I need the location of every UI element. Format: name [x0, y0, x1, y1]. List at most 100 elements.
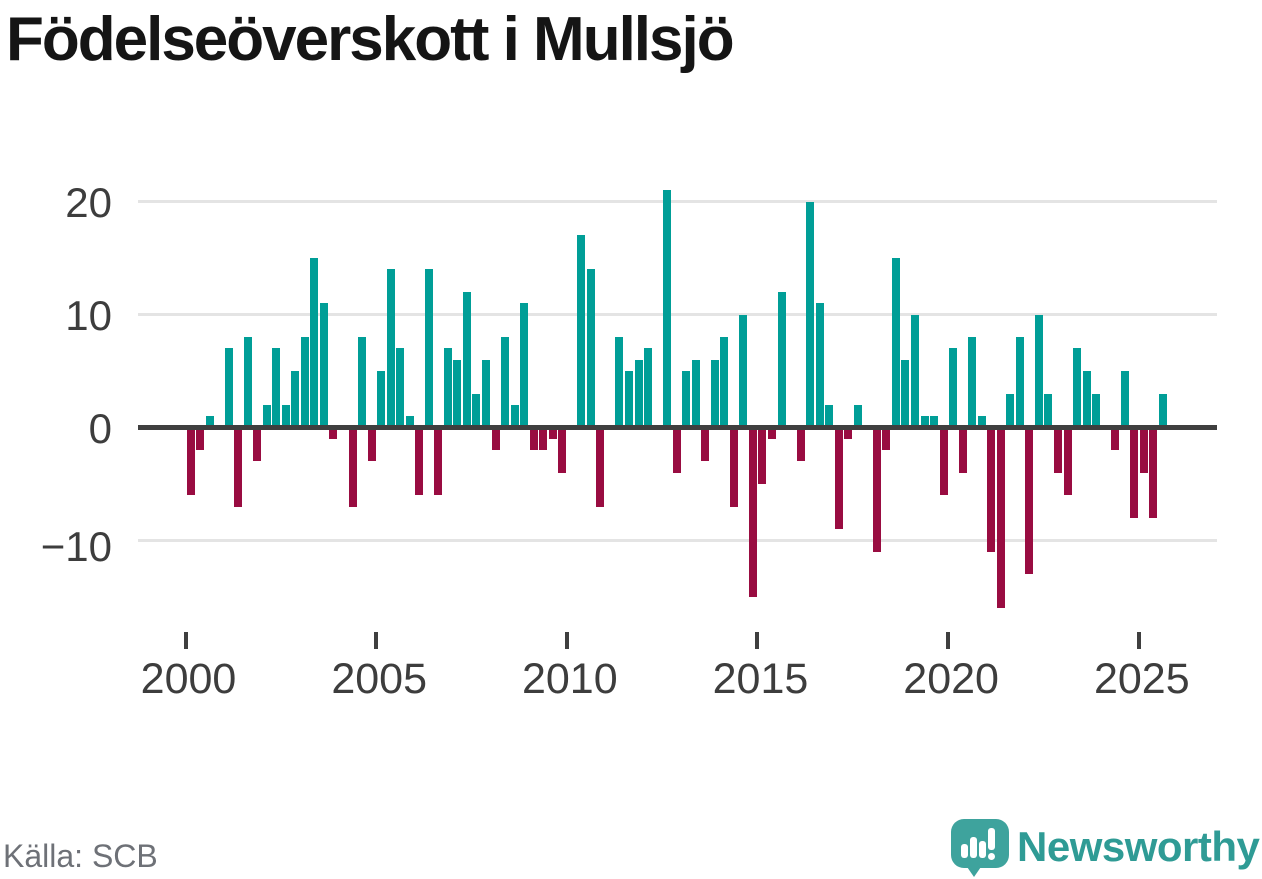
- bar-2010-q4: [596, 427, 605, 507]
- x-axis-label-2010: 2010: [521, 655, 618, 703]
- bar-2018-q2: [882, 427, 891, 451]
- x-axis-label-2015: 2015: [712, 655, 809, 703]
- bar-2021-q4: [1015, 337, 1024, 428]
- bar-2009-q4: [558, 427, 567, 473]
- bar-2009-q3: [548, 427, 557, 439]
- x-axis-label-2000: 2000: [140, 655, 237, 703]
- bar-2010-q3: [586, 269, 595, 428]
- bar-2016-q2: [806, 201, 815, 428]
- newsworthy-logo-icon: [951, 819, 1009, 868]
- bar-2000-q1: [186, 427, 195, 496]
- bar-2003-q2: [310, 258, 319, 428]
- bar-2008-q4: [520, 303, 529, 428]
- bar-2022-q3: [1044, 393, 1053, 428]
- x-axis-tick-2015: [755, 632, 760, 649]
- bar-2016-q4: [825, 404, 834, 428]
- bar-2015-q2: [768, 427, 776, 439]
- bar-2012-q1: [644, 348, 653, 428]
- x-axis-tick-2020: [946, 632, 951, 649]
- bar-2023-q2: [1073, 348, 1082, 428]
- bar-2002-q2: [272, 348, 281, 428]
- gridline-y-20: [138, 200, 1217, 203]
- bar-2003-q1: [300, 337, 309, 428]
- bar-2003-q3: [319, 303, 328, 428]
- bar-2012-q3: [663, 190, 672, 428]
- x-axis-label-2025: 2025: [1093, 655, 1190, 703]
- bar-2023-q3: [1082, 371, 1091, 428]
- x-axis-tick-2010: [564, 632, 569, 649]
- y-axis-label-10: 10: [65, 291, 112, 339]
- bar-2006-q3: [434, 427, 443, 496]
- bar-2005-q1: [377, 371, 386, 428]
- bar-2013-q1: [682, 371, 691, 428]
- bar-2003-q4: [329, 427, 338, 439]
- bar-2011-q4: [634, 359, 643, 428]
- bar-2002-q1: [262, 404, 271, 428]
- bar-2007-q1: [453, 359, 462, 428]
- x-axis-tick-2000: [183, 632, 188, 649]
- bar-2001-q3: [243, 337, 252, 428]
- bar-2022-q1: [1025, 427, 1034, 575]
- bar-2017-q2: [844, 427, 853, 439]
- bar-2018-q4: [901, 359, 910, 428]
- zero-axis-line: [138, 425, 1217, 430]
- bar-2013-q2: [691, 359, 700, 428]
- x-axis-tick-2005: [374, 632, 379, 649]
- bar-2024-q4: [1130, 427, 1139, 518]
- bar-2008-q3: [510, 404, 519, 428]
- source-note: Källa: SCB: [3, 838, 158, 874]
- bar-2020-q3: [968, 337, 977, 428]
- bar-2019-q4: [939, 427, 948, 496]
- logo-bar-2-icon: [970, 837, 977, 858]
- bar-2019-q3: [930, 416, 939, 428]
- bar-2017-q3: [853, 404, 862, 428]
- bar-2002-q4: [291, 371, 300, 428]
- bar-2010-q2: [577, 235, 586, 428]
- bar-2009-q2: [539, 427, 548, 451]
- y-axis-label--10: −10: [40, 522, 112, 570]
- bar-2025-q3: [1158, 393, 1167, 428]
- logo-exclamation-dot-icon: [988, 853, 995, 860]
- bar-2023-q4: [1092, 393, 1101, 428]
- logo-exclamation-bar-icon: [988, 828, 995, 850]
- bar-2024-q2: [1111, 427, 1120, 451]
- bar-2021-q1: [987, 427, 996, 552]
- bar-2008-q1: [491, 427, 500, 451]
- x-axis-tick-2025: [1136, 632, 1141, 649]
- bar-2006-q1: [415, 427, 424, 496]
- bar-2000-q2: [196, 427, 205, 451]
- bar-2015-q3: [777, 291, 786, 428]
- logo-bar-1-icon: [961, 844, 968, 858]
- bar-2012-q4: [672, 427, 681, 473]
- gridline-y-10: [138, 313, 1217, 316]
- bar-2025-q2: [1149, 427, 1158, 518]
- bar-2017-q1: [834, 427, 843, 530]
- bar-2006-q2: [424, 269, 433, 428]
- bar-2005-q3: [396, 348, 405, 428]
- bar-2014-q4: [748, 427, 757, 597]
- bar-2005-q4: [405, 416, 414, 428]
- bar-2001-q4: [253, 427, 262, 462]
- bar-2025-q1: [1139, 427, 1148, 473]
- bar-2013-q3: [701, 427, 710, 462]
- bar-2011-q2: [615, 337, 624, 428]
- y-axis-label-0: 0: [88, 404, 112, 452]
- bar-2016-q3: [815, 303, 824, 428]
- bar-2016-q1: [796, 427, 805, 462]
- bar-2005-q2: [386, 269, 395, 428]
- logo-bar-3-icon: [979, 841, 986, 858]
- bar-2007-q2: [462, 291, 471, 428]
- bar-2004-q4: [367, 427, 376, 462]
- bar-2000-q3: [205, 416, 214, 428]
- bar-2007-q4: [482, 359, 491, 428]
- newsworthy-logo-text: Newsworthy: [1017, 823, 1260, 870]
- bar-2009-q1: [529, 427, 538, 451]
- bar-2014-q1: [720, 337, 729, 428]
- bar-2001-q2: [234, 427, 243, 507]
- bar-2024-q3: [1120, 371, 1129, 428]
- bar-2021-q3: [1006, 393, 1015, 428]
- bar-2014-q2: [729, 427, 738, 507]
- bar-2014-q3: [739, 314, 748, 428]
- bar-2001-q1: [224, 348, 233, 428]
